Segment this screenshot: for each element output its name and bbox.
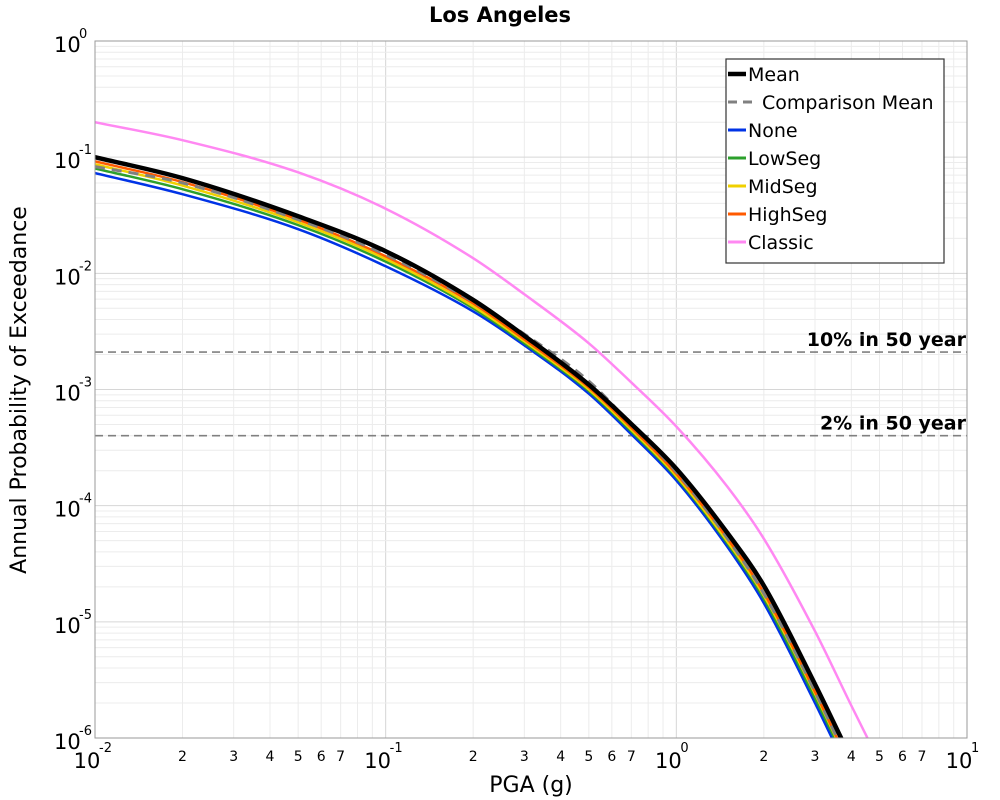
x-minor-tick-label: 4	[847, 749, 856, 765]
x-minor-tick-label: 6	[607, 749, 616, 765]
legend-entry: Mean	[748, 64, 800, 86]
y-tick-label: 10	[54, 730, 81, 754]
reference-lines: 10% in 50 year 2% in 50 year	[95, 329, 967, 437]
reference-line-label: 10% in 50 year	[807, 329, 967, 351]
series-line-mean	[95, 154, 844, 738]
x-tick-exponent: -2	[99, 741, 112, 756]
series-line-none	[95, 171, 834, 738]
y-tick-exponent: -1	[79, 143, 92, 158]
grid-lines	[95, 41, 967, 738]
series-line-classic	[95, 120, 869, 738]
y-tick-label: 10	[54, 498, 81, 522]
x-tick-label: 10	[364, 749, 391, 773]
x-minor-tick-label: 2	[178, 749, 187, 765]
y-tick-label: 10	[54, 382, 81, 406]
y-tick-label: 10	[54, 33, 81, 57]
x-minor-tick-label: 6	[898, 749, 907, 765]
y-tick-exponent: -5	[79, 608, 92, 623]
reference-line-label: 2% in 50 year	[820, 413, 967, 435]
x-minor-tick-label: 4	[266, 749, 275, 765]
x-tick-label: 10	[655, 749, 682, 773]
x-axis-label: PGA (g)	[489, 773, 573, 798]
y-tick-label: 10	[54, 265, 81, 289]
y-tick-exponent: -4	[79, 492, 92, 507]
y-tick-exponent: -6	[79, 724, 92, 739]
y-tick-exponent: -3	[79, 376, 92, 391]
x-tick-label: 10	[74, 749, 101, 773]
y-tick-exponent: 0	[79, 27, 87, 42]
x-minor-tick-label: 3	[229, 749, 238, 765]
x-tick-exponent: 0	[680, 741, 688, 756]
plot-border	[94, 40, 968, 739]
y-tick-exponent: -2	[79, 259, 92, 274]
x-tick-exponent: 1	[971, 741, 979, 756]
x-minor-tick-label: 5	[294, 749, 303, 765]
legend-box	[725, 58, 945, 264]
x-minor-tick-label: 3	[520, 749, 529, 765]
series-layer	[95, 120, 869, 738]
y-axis-label: Annual Probability of Exceedance	[7, 206, 32, 574]
legend-entry: LowSeg	[748, 148, 821, 170]
chart-title: Los Angeles	[429, 3, 571, 27]
x-minor-tick-label: 3	[811, 749, 820, 765]
legend-entry: Comparison Mean	[762, 92, 934, 114]
x-minor-tick-label: 2	[759, 749, 768, 765]
legend-entry: Classic	[748, 232, 814, 254]
x-tick-exponent: -1	[390, 741, 403, 756]
x-minor-tick-label: 4	[556, 749, 565, 765]
x-tick-label: 10	[946, 749, 973, 773]
x-minor-tick-label: 7	[336, 749, 345, 765]
legend-entry: MidSeg	[748, 176, 818, 198]
x-minor-tick-label: 5	[584, 749, 593, 765]
legend: Mean Comparison Mean None LowSeg MidSeg HighS…	[725, 58, 945, 264]
legend-entry: None	[748, 120, 798, 142]
x-minor-tick-label: 2	[469, 749, 478, 765]
x-minor-tick-label: 7	[627, 749, 636, 765]
legend-entry: HighSeg	[748, 204, 827, 226]
y-tick-label: 10	[54, 149, 81, 173]
x-minor-tick-label: 7	[918, 749, 927, 765]
y-tick-label: 10	[54, 614, 81, 638]
x-minor-tick-label: 5	[875, 749, 884, 765]
x-minor-tick-label: 6	[317, 749, 326, 765]
